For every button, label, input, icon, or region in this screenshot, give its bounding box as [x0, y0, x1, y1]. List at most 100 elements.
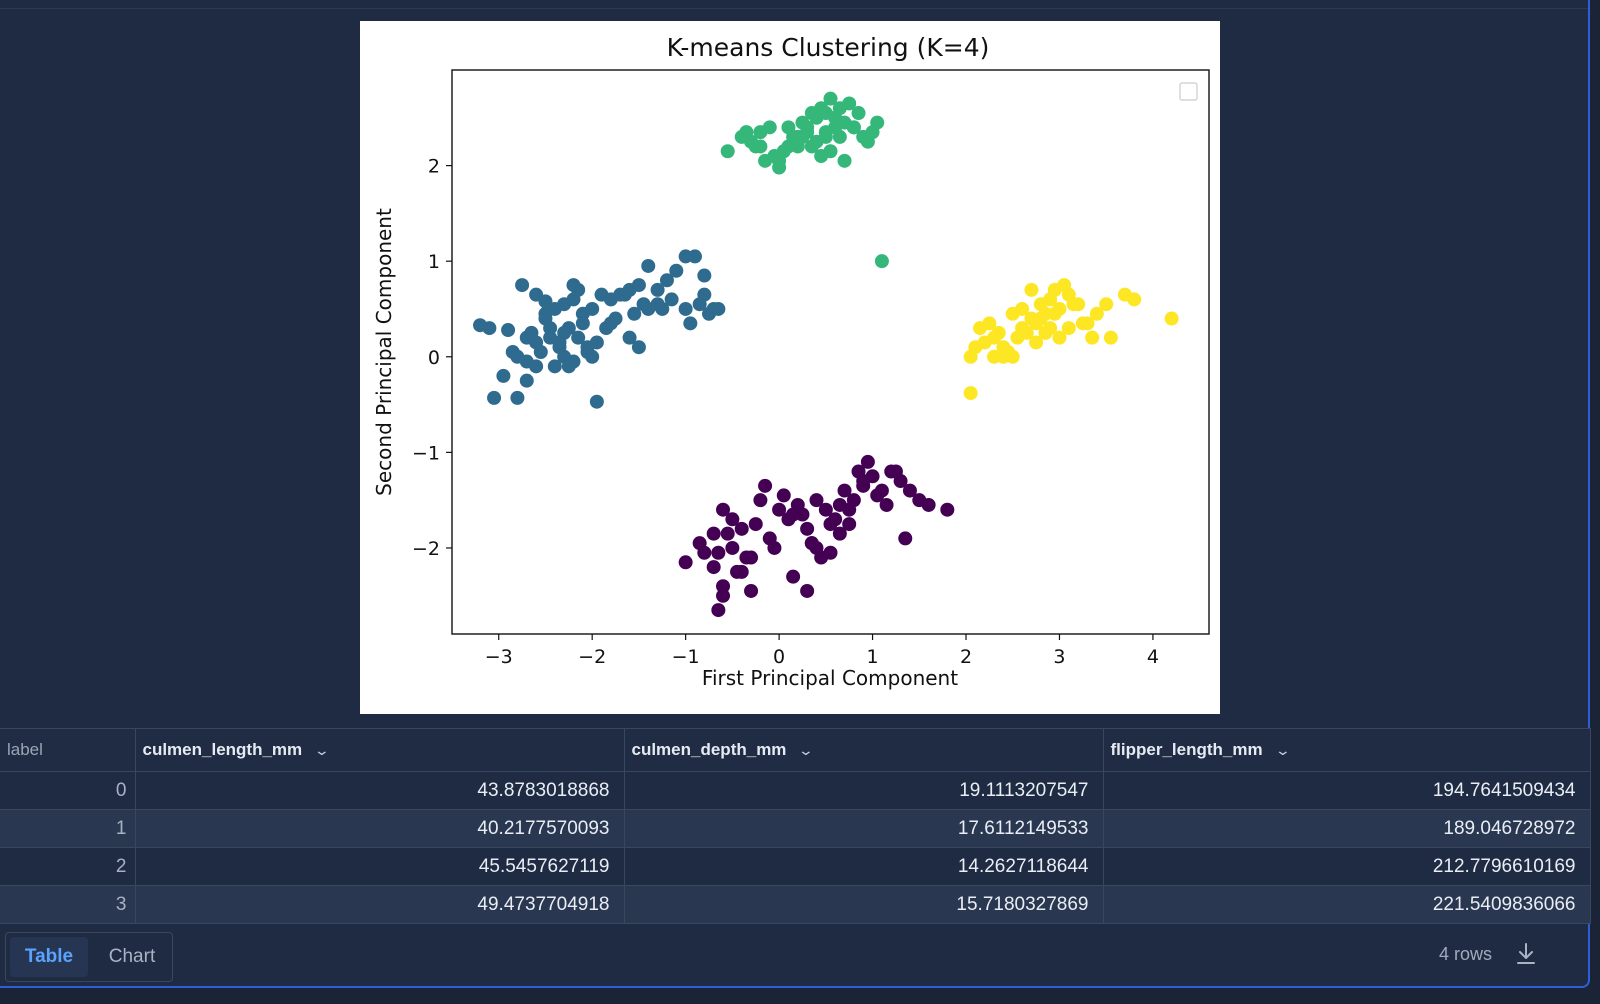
data-point [832, 526, 847, 541]
cell-flipper-length: 221.5409836066 [1103, 885, 1591, 924]
data-point [655, 301, 670, 316]
data-point [795, 129, 810, 144]
data-point [921, 497, 936, 512]
data-point [1005, 306, 1020, 321]
data-point [631, 340, 646, 355]
cell-culmen-length: 43.8783018868 [135, 771, 625, 810]
cell-culmen-length: 40.2177570093 [135, 809, 625, 848]
column-header-culmen-length[interactable]: culmen_length_mm ⌄ [135, 728, 625, 772]
data-point [510, 390, 525, 405]
cell-label: 3 [0, 885, 136, 924]
data-point [809, 493, 824, 508]
chevron-down-icon[interactable]: ⌄ [1274, 742, 1291, 758]
y-axis-ticks: −2 −1 0 1 2 [412, 156, 452, 560]
data-point [1089, 306, 1104, 321]
data-point [758, 478, 773, 493]
chevron-down-icon[interactable]: ⌄ [798, 742, 815, 758]
data-point [683, 316, 698, 331]
data-point [786, 507, 801, 522]
data-point [501, 323, 516, 338]
panel-divider [0, 8, 1588, 9]
data-point [697, 268, 712, 283]
data-point [1019, 325, 1034, 340]
data-point [1103, 330, 1118, 345]
data-point [902, 483, 917, 498]
data-point [781, 120, 796, 135]
data-point [772, 160, 787, 175]
scatter-chart: K-means Clustering (K=4) −3 −2 −1 0 1 2 3 4 −2−… [372, 33, 1210, 690]
download-button[interactable] [1512, 940, 1540, 968]
data-point [888, 464, 903, 479]
chevron-down-icon[interactable]: ⌄ [313, 742, 331, 758]
data-point [1057, 278, 1072, 293]
data-point [678, 555, 693, 570]
data-point [804, 536, 819, 551]
x-tick-label: −2 [578, 646, 606, 668]
data-point [589, 335, 604, 350]
tab-table[interactable]: Table [10, 937, 88, 977]
table-row: 2 45.5457627119 14.2627118644 212.779661… [0, 847, 1591, 886]
y-tick-label: 0 [428, 347, 440, 369]
data-point [832, 129, 847, 144]
data-point [1024, 282, 1039, 297]
data-point [617, 287, 632, 302]
data-point [725, 540, 740, 555]
data-point [851, 464, 866, 479]
data-point [1052, 330, 1067, 345]
data-point [739, 125, 754, 140]
data-point [870, 488, 885, 503]
data-point [842, 517, 857, 532]
y-tick-label: −1 [412, 442, 440, 464]
results-footer: Table Chart 4 rows [0, 930, 1588, 988]
data-point [566, 278, 581, 293]
x-tick-label: 0 [773, 646, 785, 668]
data-point [832, 497, 847, 512]
data-point [664, 292, 679, 307]
data-point [720, 144, 735, 159]
data-point [496, 368, 511, 383]
data-point [860, 454, 875, 469]
data-point [818, 125, 833, 140]
table-row: 1 40.2177570093 17.6112149533 189.046728… [0, 809, 1591, 848]
data-point [1099, 297, 1114, 312]
cell-culmen-length: 45.5457627119 [135, 847, 625, 886]
cell-flipper-length: 189.046728972 [1103, 809, 1591, 848]
data-point [851, 106, 866, 121]
tab-chart[interactable]: Chart [108, 946, 156, 967]
column-header-culmen-depth[interactable]: culmen_depth_mm ⌄ [624, 728, 1104, 772]
data-point [631, 278, 646, 293]
data-point [744, 583, 759, 598]
data-point [697, 545, 712, 560]
data-point [772, 502, 787, 517]
data-point [669, 263, 684, 278]
data-point [846, 120, 861, 135]
data-point [898, 531, 913, 546]
data-point [856, 478, 871, 493]
cell-culmen-depth: 19.1113207547 [624, 771, 1104, 810]
table-row: 3 49.4737704918 15.7180327869 221.540983… [0, 885, 1591, 924]
view-toggle: Table Chart [5, 932, 173, 982]
data-point [786, 569, 801, 584]
data-point [1061, 321, 1076, 336]
data-point [1066, 297, 1081, 312]
column-header-flipper-length[interactable]: flipper_length_mm ⌄ [1103, 728, 1591, 772]
data-point [538, 306, 553, 321]
data-point [716, 588, 731, 603]
cell-label: 2 [0, 847, 136, 886]
data-point [636, 297, 651, 312]
x-axis-ticks: −3 −2 −1 0 1 2 3 4 [485, 634, 1159, 668]
data-point [687, 249, 702, 264]
cell-culmen-depth: 17.6112149533 [624, 809, 1104, 848]
y-axis-label: Second Principal Component [372, 208, 396, 496]
data-point [963, 386, 978, 401]
data-point [758, 153, 773, 168]
data-point [720, 526, 735, 541]
data-point [716, 502, 731, 517]
data-point [552, 335, 567, 350]
data-point [767, 540, 782, 555]
column-header-label[interactable]: label [0, 728, 136, 772]
data-point [547, 359, 562, 374]
x-axis-label: First Principal Component [702, 666, 958, 690]
data-point [879, 497, 894, 512]
data-point [589, 394, 604, 409]
